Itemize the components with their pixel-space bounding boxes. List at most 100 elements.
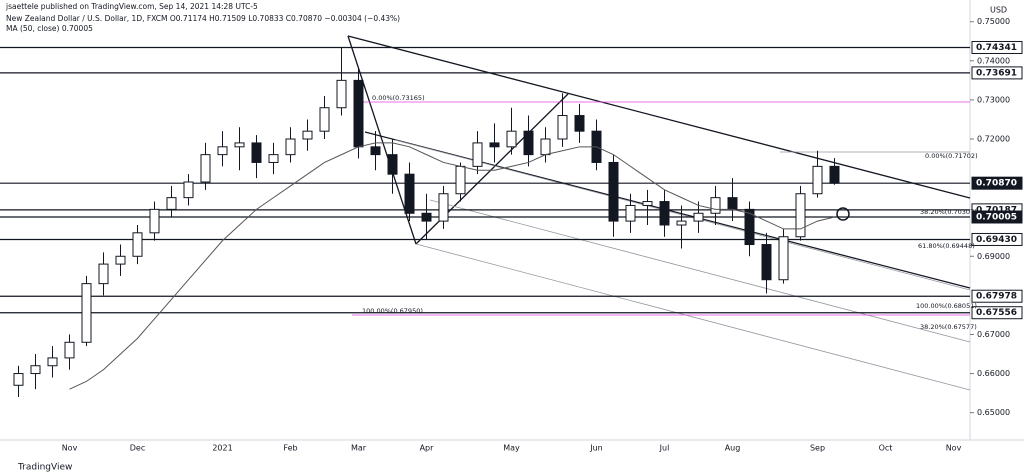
candle-body: [30, 365, 41, 375]
channel-lines: [394, 139, 971, 391]
level-box: [971, 176, 1023, 190]
candle-body: [353, 79, 364, 148]
candle-body: [778, 236, 789, 281]
level-label: 0.70005: [976, 212, 1017, 222]
level-box: [971, 40, 1023, 54]
candle-body: [234, 142, 245, 148]
candle-body: [557, 115, 568, 140]
x-tick-label: Aug: [725, 444, 741, 453]
candle-body: [642, 201, 653, 206]
x-tick-label: Oct: [879, 444, 893, 453]
candle-body: [625, 204, 636, 222]
moving-average: [69, 142, 835, 390]
fib-annotation: 38.20%(0.67577): [920, 323, 977, 331]
x-tick-label: Jul: [659, 444, 670, 453]
x-tick-label: Dec: [130, 444, 145, 453]
level-box: [971, 232, 1023, 246]
candle-body: [336, 79, 347, 109]
fib-annotation: 0.00%(0.71702): [925, 152, 978, 160]
candle-body: [540, 138, 551, 156]
candle-body: [574, 115, 585, 132]
candle-body: [489, 142, 500, 148]
candle-body: [438, 193, 449, 222]
candle-body: [370, 146, 381, 156]
candle-body: [455, 165, 466, 195]
level-label: 0.73691: [976, 68, 1017, 78]
level-label: 0.67978: [976, 292, 1017, 302]
candle-body: [693, 212, 704, 222]
candle-body: [795, 193, 806, 238]
x-tick-label: Apr: [420, 444, 435, 453]
level-label: 0.70870: [976, 179, 1017, 189]
candle-body: [285, 138, 296, 156]
candle-body: [404, 173, 415, 214]
fib-annotation: 100.00%(0.67950): [362, 307, 423, 315]
x-tick-label: Jun: [589, 444, 603, 453]
candle-body: [200, 154, 211, 183]
candle-body: [608, 161, 619, 222]
x-tick-label: Feb: [283, 444, 297, 453]
fib-annotation: 0.00%(0.73165): [372, 94, 425, 102]
level-box: [971, 306, 1023, 320]
indicator-label: MA (50, close) 0.70005: [6, 24, 93, 33]
y-tick-label: 0.73000: [977, 95, 1010, 104]
candle-body: [64, 341, 75, 359]
candle-body: [744, 208, 755, 246]
candle-body: [319, 107, 330, 132]
candle-body: [676, 220, 687, 226]
fib-annotation: 100.00%(0.68051): [916, 302, 977, 310]
brand: TradingView: [17, 463, 72, 473]
candle-body: [132, 232, 143, 257]
x-tick-label: Sep: [810, 444, 825, 453]
level-label: 0.69430: [976, 235, 1017, 245]
candle-body: [761, 244, 772, 281]
candle-body: [183, 181, 194, 199]
y-tick-label: 0.72000: [977, 135, 1010, 144]
candle-body: [98, 263, 109, 285]
y-tick-label: 0.66000: [977, 369, 1010, 378]
y-tick-label: 0.65000: [977, 408, 1010, 417]
candle-body: [472, 142, 483, 167]
level-box: [971, 289, 1023, 303]
candle-body: [387, 154, 398, 175]
candle-body: [166, 197, 177, 210]
candle-body: [302, 130, 313, 140]
x-tick-label: Nov: [946, 444, 962, 453]
level-box: [971, 210, 1023, 224]
candle-body: [421, 212, 432, 222]
candle-body: [251, 142, 262, 163]
candle-body: [217, 146, 228, 156]
x-tick-label: Nov: [62, 444, 78, 453]
fib-annotation: 38.20%(0.70307): [920, 208, 977, 216]
y-tick-label: 0.67000: [977, 330, 1010, 339]
level-label: 0.70187: [976, 205, 1017, 215]
candle-body: [81, 283, 92, 343]
x-tick-label: Mar: [351, 444, 367, 453]
fib-annotation: 61.80%(0.69448): [918, 242, 975, 250]
candle-body: [523, 130, 534, 156]
candle-body: [47, 357, 58, 367]
attribution: jsaettele published on TradingView.com, …: [5, 2, 258, 11]
y-tick-label: 0.74000: [977, 56, 1010, 65]
level-box: [971, 66, 1023, 80]
candle-body: [659, 201, 670, 226]
candle-body: [727, 197, 738, 210]
currency: USD: [990, 6, 1007, 15]
candle-body: [268, 154, 279, 163]
x-tick-label: May: [503, 444, 520, 453]
highlight-circle: [836, 207, 850, 221]
candle-body: [710, 197, 721, 214]
candle-body: [115, 255, 126, 265]
y-tick-label: 0.75000: [977, 17, 1010, 26]
x-tick-label: 2021: [212, 444, 232, 453]
candle-body: [149, 208, 160, 234]
level-label: 0.67556: [976, 308, 1017, 318]
candle-body: [812, 165, 823, 195]
chart-title: New Zealand Dollar / U.S. Dollar, 1D, FX…: [6, 14, 400, 23]
level-label: 0.74341: [976, 43, 1017, 53]
y-tick-label: 0.69000: [977, 252, 1010, 261]
candle-body: [506, 130, 517, 148]
